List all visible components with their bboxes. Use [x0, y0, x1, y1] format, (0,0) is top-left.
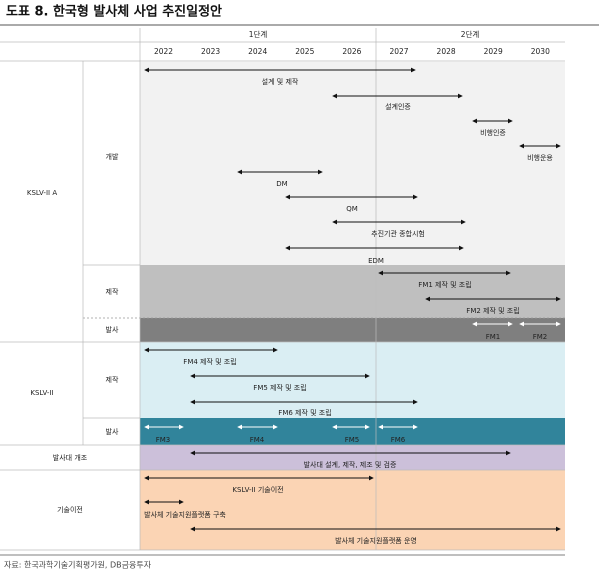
- phase-label: 1단계: [249, 29, 268, 39]
- task-label: FM1: [486, 333, 501, 341]
- task-label: 설계 및 제작: [262, 77, 299, 86]
- row-label: 발사: [106, 427, 119, 436]
- phase-label: 2단계: [461, 29, 480, 39]
- row-label: 제작: [106, 287, 119, 296]
- task-label: FM6 제작 및 조립: [278, 408, 331, 417]
- year-label: 2022: [154, 47, 173, 56]
- row-label: KSLV-II: [30, 389, 53, 397]
- task-label: 추진기관 종합시험: [371, 229, 425, 238]
- row-label: 개발: [106, 152, 119, 161]
- task-label: 비행인증: [480, 128, 506, 137]
- row-label: 발사: [106, 325, 119, 334]
- task-label: KSLV-II 기술이전: [232, 485, 283, 494]
- task-label: EDM: [368, 257, 384, 265]
- grid: [0, 28, 565, 556]
- year-label: 2026: [342, 47, 361, 56]
- year-label: 2024: [248, 47, 267, 56]
- row-label: KSLV-II A: [27, 189, 57, 197]
- year-label: 2023: [201, 47, 220, 56]
- title: 도표 8. 한국형 발사체 사업 추진일정안: [6, 4, 222, 20]
- task-label: FM3: [156, 436, 171, 444]
- task-label: 설계인증: [385, 102, 411, 111]
- task-label: FM4 제작 및 조립: [183, 357, 236, 366]
- task-label: FM1 제작 및 조립: [418, 280, 471, 289]
- task-label: 발사대 설계, 제작, 제조 및 검증: [304, 460, 397, 469]
- row-label: 발사대 개조: [53, 453, 88, 462]
- year-label: 2029: [484, 47, 503, 56]
- task-label: FM6: [391, 436, 406, 444]
- year-label: 2025: [295, 47, 314, 56]
- row-label: 기술이전: [57, 505, 83, 514]
- task-label: FM4: [250, 436, 265, 444]
- task-label: 비행운용: [527, 153, 553, 162]
- task-label: QM: [346, 205, 358, 213]
- year-label: 2027: [389, 47, 408, 56]
- task-label: DM: [276, 180, 287, 188]
- year-label: 2028: [437, 47, 456, 56]
- row-label: 제작: [106, 375, 119, 384]
- task-label: 발사체 기술지원플랫폼 구축: [144, 510, 226, 519]
- source: 자료: 한국과학기술기획평가원, DB금융투자: [4, 560, 152, 570]
- year-label: 2030: [531, 47, 550, 56]
- task-label: FM2: [533, 333, 548, 341]
- task-label: FM2 제작 및 조립: [466, 306, 519, 315]
- task-label: 발사체 기술지원플랫폼 운영: [335, 536, 417, 545]
- task-label: FM5 제작 및 조립: [253, 383, 306, 392]
- task-label: FM5: [345, 436, 360, 444]
